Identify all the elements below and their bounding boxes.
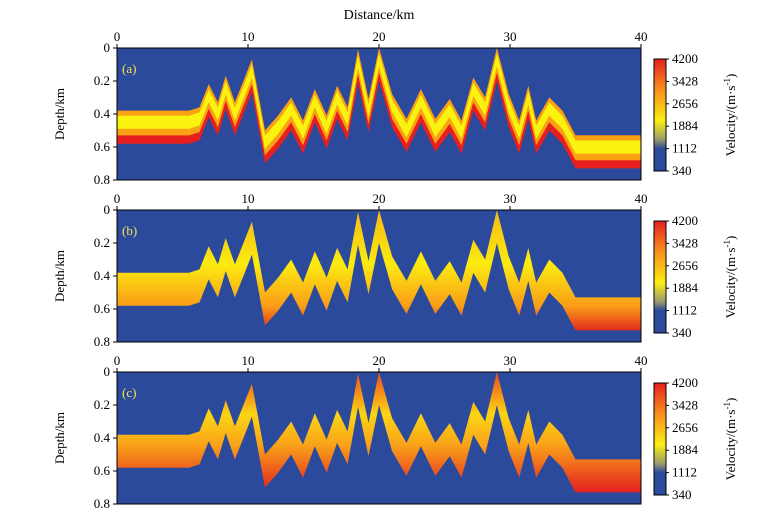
- x-tick-label: 40: [635, 29, 648, 44]
- colorbar-tick-label: 1112: [672, 141, 697, 156]
- y-tick-label: 0.8: [94, 496, 110, 511]
- y-tick-label: 0: [104, 40, 111, 55]
- upper-velocity-layer-orange: [117, 48, 641, 141]
- x-tick-label: 30: [504, 29, 517, 44]
- y-tick-label: 0.4: [94, 268, 111, 283]
- panels: 0 10 20 30 40 0 0.2 0.4 0.6 0.8 Depth/km (a) 4200 342…: [52, 29, 738, 511]
- colorbar-title-close: ): [723, 236, 738, 240]
- colorbar-title-sup: -1: [722, 78, 732, 86]
- colorbar-tick-label: 2656: [672, 96, 699, 111]
- colorbar-tick-label: 1112: [672, 465, 697, 480]
- x-tick-label: 10: [242, 29, 255, 44]
- x-tick-label: 40: [635, 353, 648, 368]
- panel-b: 0 10 20 30 40 0 0.2 0.4 0.6 0.8 Depth/km (b) 4200 342…: [52, 191, 738, 349]
- colorbar-title: Velocity/(m·s-1): [722, 236, 738, 319]
- layer-clip: [117, 372, 641, 493]
- colorbar: [653, 58, 667, 172]
- panel-a: 0 10 20 30 40 0 0.2 0.4 0.6 0.8 Depth/km (a) 4200 342…: [52, 29, 738, 187]
- y-tick-label: 0.4: [94, 430, 111, 445]
- x-tick-label: 0: [114, 353, 121, 368]
- colorbar: [653, 220, 667, 334]
- y-tick-label: 0.2: [94, 73, 110, 88]
- low-velocity-layer-yellow: [117, 53, 641, 154]
- x-tick-label: 20: [373, 353, 386, 368]
- colorbar-tick-label: 1884: [672, 118, 699, 133]
- x-tick-label: 30: [504, 191, 517, 206]
- colorbar-tick-label: 4200: [672, 375, 698, 390]
- x-tick-label: 30: [504, 353, 517, 368]
- colorbar: [653, 382, 667, 496]
- colorbar-title-main: Velocity/(m·s: [723, 248, 738, 319]
- x-tick-label: 10: [242, 191, 255, 206]
- x-tick-label: 40: [635, 191, 648, 206]
- colorbar-tick-label: 4200: [672, 213, 698, 228]
- colorbar-tick-label: 1112: [672, 303, 697, 318]
- colorbar-title-main: Velocity/(m·s: [723, 86, 738, 157]
- panel-label: (c): [122, 385, 136, 400]
- layer-clip: [117, 48, 641, 169]
- y-tick-label: 0.2: [94, 397, 110, 412]
- colorbar-tick-label: 3428: [672, 397, 698, 412]
- panel-label: (a): [122, 61, 136, 76]
- y-axis-title: Depth/km: [52, 412, 67, 464]
- colorbar-tick-label: 340: [672, 325, 692, 340]
- panel-label: (b): [122, 223, 137, 238]
- x-tick-label: 20: [373, 29, 386, 44]
- y-tick-label: 0.8: [94, 334, 110, 349]
- colorbar-tick-label: 2656: [672, 258, 699, 273]
- x-tick-label: 20: [373, 191, 386, 206]
- colorbar-tick-label: 4200: [672, 51, 698, 66]
- colorbar-title-main: Velocity/(m·s: [723, 410, 738, 481]
- colorbar-tick-label: 1884: [672, 442, 699, 457]
- colorbar-title-sup: -1: [722, 240, 732, 248]
- y-tick-label: 0.4: [94, 106, 111, 121]
- y-tick-label: 0.6: [94, 301, 111, 316]
- y-axis-title: Depth/km: [52, 88, 67, 140]
- colorbar-tick-label: 340: [672, 487, 692, 502]
- colorbar-title: Velocity/(m·s-1): [722, 398, 738, 481]
- x-tick-label: 0: [114, 29, 121, 44]
- colorbar-title-close: ): [723, 398, 738, 402]
- colorbar-tick-label: 2656: [672, 420, 699, 435]
- y-tick-label: 0.6: [94, 139, 111, 154]
- layer-clip: [117, 210, 641, 331]
- inverted-velocity-layer: [117, 372, 641, 493]
- colorbar-tick-label: 340: [672, 163, 692, 178]
- x-tick-label: 10: [242, 353, 255, 368]
- y-tick-label: 0.2: [94, 235, 110, 250]
- x-tick-label: 0: [114, 191, 121, 206]
- colorbar-tick-label: 3428: [672, 73, 698, 88]
- colorbar-title: Velocity/(m·s-1): [722, 74, 738, 157]
- inverted-velocity-layer: [117, 210, 641, 331]
- colorbar-title-sup: -1: [722, 402, 732, 410]
- y-tick-label: 0.8: [94, 172, 110, 187]
- colorbar-title-close: ): [723, 74, 738, 78]
- panel-c: 0 10 20 30 40 0 0.2 0.4 0.6 0.8 Depth/km (c) 4200 342…: [52, 353, 738, 511]
- y-tick-label: 0: [104, 202, 111, 217]
- colorbar-tick-label: 1884: [672, 280, 699, 295]
- y-axis-title: Depth/km: [52, 250, 67, 302]
- x-axis-title: Distance/km: [344, 8, 415, 23]
- colorbar-tick-label: 3428: [672, 235, 698, 250]
- y-tick-label: 0.6: [94, 463, 111, 478]
- y-tick-label: 0: [104, 364, 111, 379]
